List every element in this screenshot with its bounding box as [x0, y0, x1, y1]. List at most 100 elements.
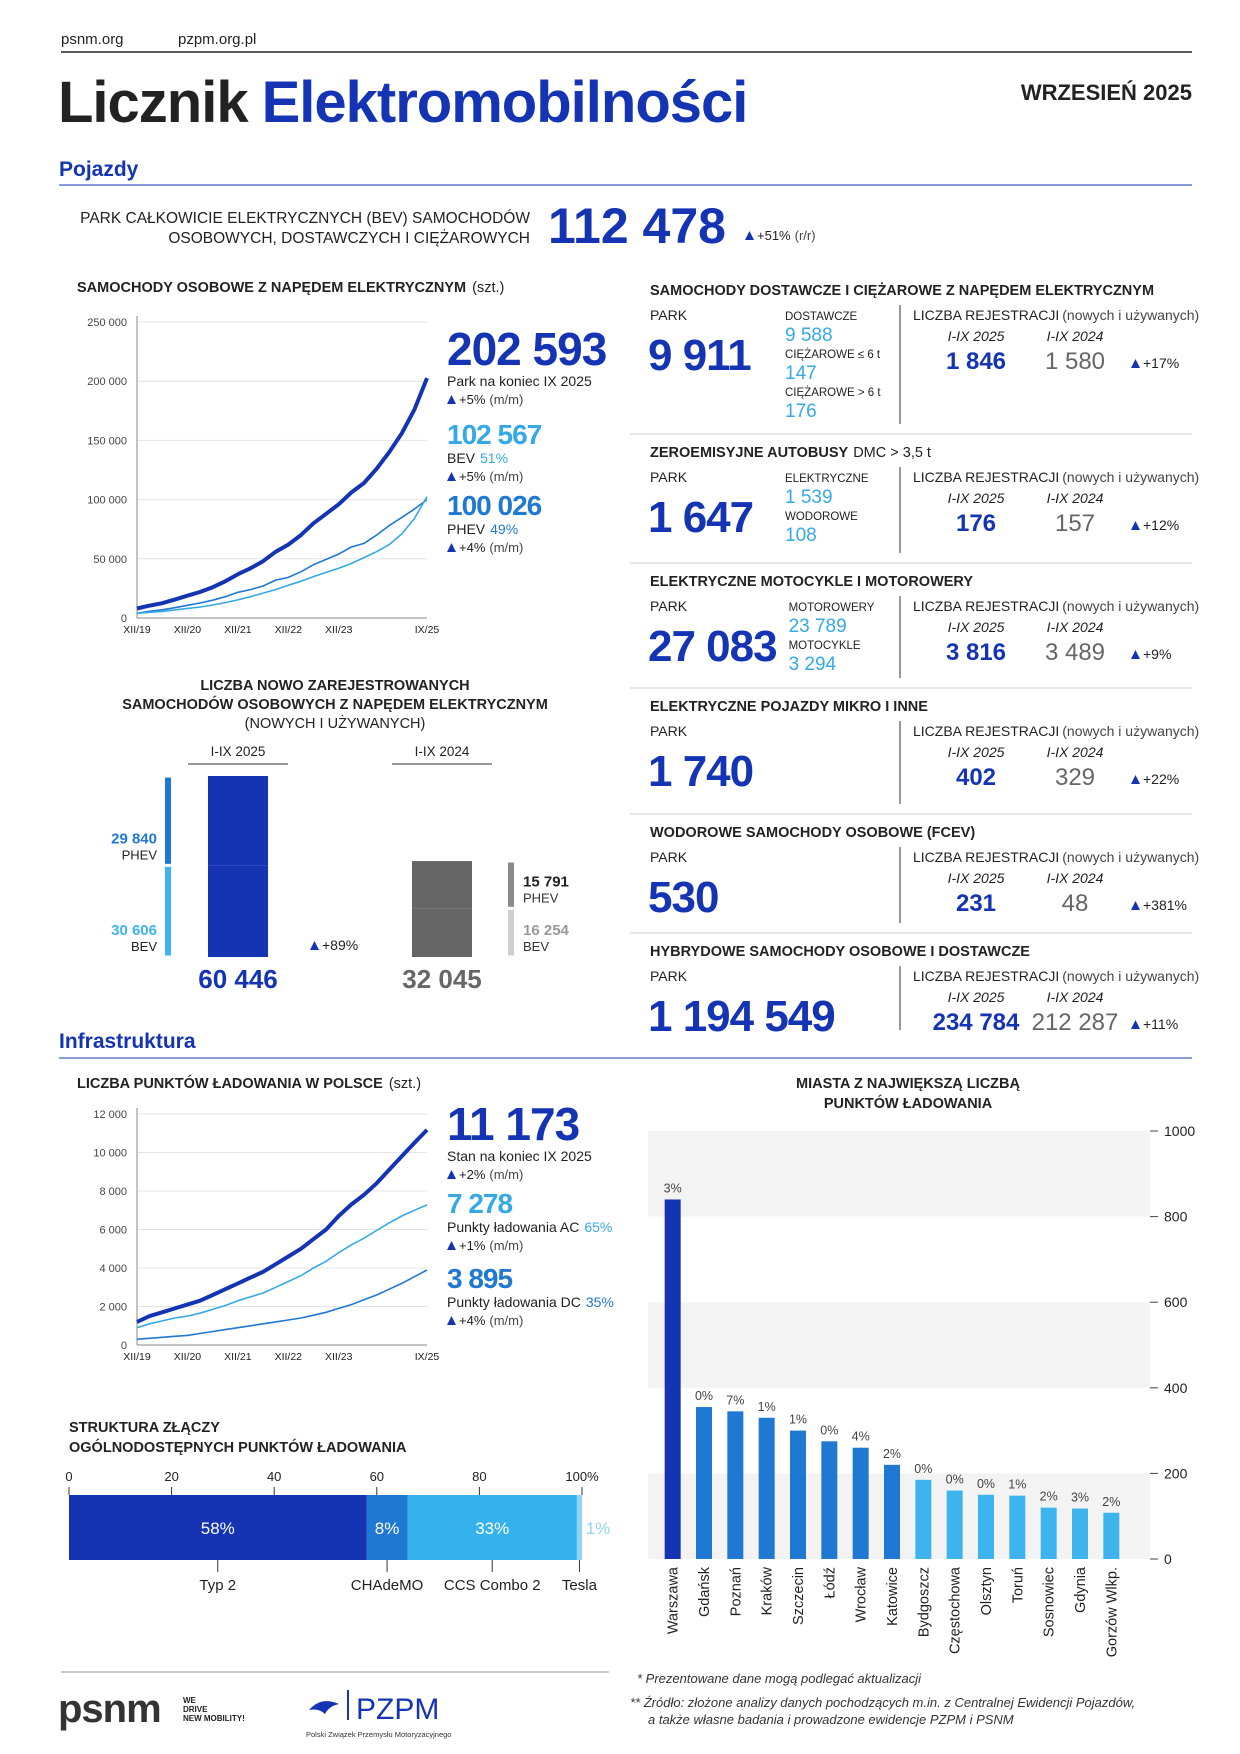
bar	[790, 1430, 806, 1559]
callout-caption: Stan na koniec IX 2025	[447, 1148, 592, 1164]
bar-annotation: 3%	[1071, 1490, 1089, 1504]
breakdown-value: 3 294	[789, 654, 837, 675]
chart-unit: (szt.)	[472, 280, 504, 296]
reg-label: LICZBA REJESTRACJI (nowych i używanych)	[913, 598, 1199, 614]
reg-year: I-IX 2025	[948, 744, 1005, 760]
reg-year: I-IX 2024	[1047, 619, 1104, 635]
breakdown-label: MOTOROWERY	[789, 602, 875, 614]
change: +2% (m/m)	[459, 1167, 523, 1182]
reg-label-note: (nowych i używanych)	[1062, 723, 1199, 739]
bar-segment	[576, 1495, 582, 1560]
x-tick-label: Częstochowa	[948, 1566, 964, 1654]
reg-value: 1 580	[1045, 348, 1105, 375]
section-heading: Infrastruktura	[59, 1030, 196, 1053]
segment-label: 58%	[201, 1519, 235, 1538]
change-value: +9%	[1143, 646, 1171, 662]
up-triangle	[447, 472, 456, 481]
change-value: +17%	[1143, 355, 1179, 371]
change-value: +2%	[459, 1167, 486, 1182]
x-tick-label: Gdynia	[1073, 1566, 1089, 1613]
tagline: WE	[183, 1696, 197, 1705]
change: +12%	[1143, 517, 1179, 533]
change-note: (m/m)	[489, 1167, 523, 1182]
y-tick-label: 2 000	[99, 1302, 127, 1314]
x-tick-label: Łódź	[822, 1567, 838, 1598]
bar-annotation: 0%	[695, 1389, 713, 1403]
up-triangle	[447, 543, 456, 552]
reg-year: I-IX 2024	[1047, 744, 1104, 760]
bar	[884, 1464, 900, 1559]
panel-title: SAMOCHODY DOSTAWCZE I CIĘŻAROWE Z NAPĘDE…	[650, 282, 1154, 299]
change: +5% (m/m)	[459, 392, 523, 407]
y-tick-label: 0	[121, 1340, 127, 1352]
breakdown-value: 1 539	[785, 487, 833, 508]
series-line	[136, 377, 429, 611]
footnote: * Prezentowane dane mogą podlegać aktual…	[637, 1671, 922, 1686]
x-tick-label: XII/22	[275, 624, 303, 636]
segment-label: 1%	[586, 1519, 611, 1538]
up-triangle	[447, 1316, 456, 1325]
series-line	[136, 1269, 428, 1340]
x-tick-label: XII/20	[174, 1351, 202, 1363]
bar-segment	[366, 1495, 408, 1560]
park-value: 1 194 549	[648, 992, 835, 1041]
breakdown-label: ELEKTRYCZNE	[785, 473, 869, 485]
bar	[1103, 1512, 1120, 1559]
panel-title-main: ELEKTRYCZNE MOTOCYKLE I MOTOROWERY	[650, 574, 973, 590]
bar-annotation: 0%	[977, 1477, 995, 1491]
segment-name: Typ 2	[199, 1577, 236, 1594]
bar	[821, 1441, 838, 1559]
y-tick-label: 50 000	[93, 554, 127, 566]
callout-caption-text: Park na koniec IX 2025	[447, 373, 592, 389]
reg-year: I-IX 2025	[948, 619, 1005, 635]
y-tick-label: 600	[1164, 1294, 1188, 1310]
reg-value: 234 784	[933, 1009, 1020, 1036]
x-tick-label: XII/21	[224, 1351, 252, 1363]
y-tick-label: 0	[121, 613, 127, 625]
callout-value: 102 567	[447, 419, 542, 450]
callout-caption-text: Punkty ładowania AC	[447, 1219, 579, 1235]
change-note: (m/m)	[489, 1313, 523, 1328]
change-value: +22%	[1143, 771, 1179, 787]
change: +22%	[1143, 771, 1179, 787]
chart-title: SAMOCHODY OSOBOWE Z NAPĘDEM ELEKTRYCZNYM…	[77, 280, 504, 296]
callout-value: 202 593	[447, 323, 606, 375]
bar-total: 32 045	[402, 964, 482, 994]
reg-year: I-IX 2024	[1047, 490, 1104, 506]
segment-name: CHAdeMO	[351, 1577, 424, 1594]
bar	[915, 1479, 932, 1559]
y-tick-label: 200	[1164, 1465, 1188, 1481]
up-triangle	[447, 395, 456, 404]
x-tick-label: XII/19	[123, 1351, 151, 1363]
panel-title-main: SAMOCHODY DOSTAWCZE I CIĘŻAROWE Z NAPĘDE…	[650, 282, 1154, 299]
bar	[696, 1407, 712, 1559]
park-label: PARK	[650, 723, 688, 739]
breakdown-label: DOSTAWCZE	[785, 311, 858, 323]
change: +1% (m/m)	[459, 1238, 523, 1253]
footnote: a także własne badania i prowadzone ewid…	[648, 1712, 1014, 1727]
callout-caption-text: Stan na koniec IX 2025	[447, 1148, 592, 1164]
bar-annotation: 0%	[946, 1473, 964, 1487]
logo-pzpm: PZPM	[356, 1693, 439, 1726]
title-blue: Elektromobilności	[262, 70, 748, 135]
reg-year: I-IX 2024	[1047, 989, 1104, 1005]
pzpm-name: Polski Związek Przemysłu Motoryzacyjnego	[306, 1730, 451, 1739]
panel-title-main: WODOROWE SAMOCHODY OSOBOWE (FCEV)	[650, 825, 975, 841]
kpi-value: 112 478	[548, 198, 726, 254]
park-label: PARK	[650, 968, 688, 984]
bar-annotation: 2%	[1040, 1490, 1058, 1504]
chart-title-main: SAMOCHODY OSOBOWE Z NAPĘDEM ELEKTRYCZNYM	[77, 280, 466, 296]
reg-label-note: (nowych i używanych)	[1062, 968, 1199, 984]
bar-annotation: 0%	[914, 1462, 932, 1476]
y-tick-label: 250 000	[87, 317, 127, 329]
callout-share: 49%	[490, 521, 518, 537]
change-note: (r/r)	[795, 228, 816, 243]
reg-value: 402	[956, 764, 996, 791]
y-tick-label: 100 000	[87, 495, 127, 507]
bar-segment	[412, 861, 472, 909]
park-value: 530	[648, 873, 718, 922]
footnote: ** Źródło: złożone analizy danych pochod…	[630, 1695, 1135, 1710]
segment-label: 30 606	[111, 922, 157, 939]
change-note: (m/m)	[489, 1238, 523, 1253]
chart-title: MIASTA Z NAJWIĘKSZĄ LICZBĄ	[796, 1076, 1020, 1092]
